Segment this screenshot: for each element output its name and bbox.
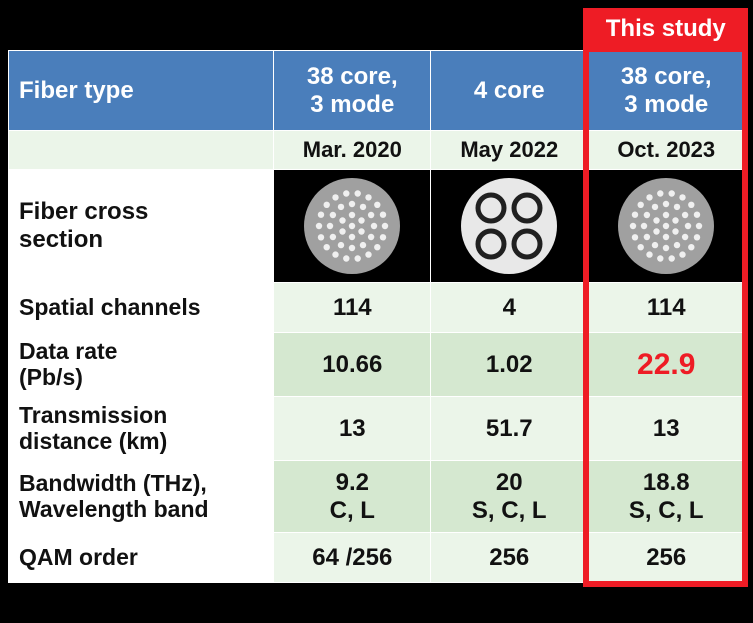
cell-r1-c0: 10.66 [274,333,431,397]
cell-r3-c0: 9.2C, L [274,461,431,533]
row-label-3: Bandwidth (THz),Wavelength band [9,461,274,533]
cell-r2-c0: 13 [274,397,431,461]
date-col-0: Mar. 2020 [274,131,431,170]
cell-r1-c2: 22.9 [588,333,745,397]
row-label-0: Spatial channels [9,283,274,333]
cross-section-col-0 [274,170,431,283]
cell-r4-c2: 256 [588,533,745,583]
row-label-2: Transmissiondistance (km) [9,397,274,461]
row-label-1: Data rate(Pb/s) [9,333,274,397]
comparison-table: Fiber type38 core,3 mode4 core38 core,3 … [8,50,745,583]
cell-r0-c0: 114 [274,283,431,333]
cell-r4-c0: 64 /256 [274,533,431,583]
date-col-1: May 2022 [431,131,588,170]
fiber-4core-icon [457,174,561,278]
header-col-2: 38 core,3 mode [588,51,745,131]
this-study-banner: This study [583,8,748,50]
header-col-1: 4 core [431,51,588,131]
date-row-label [9,131,274,170]
date-col-2: Oct. 2023 [588,131,745,170]
cross-section-label: Fiber crosssection [9,170,274,283]
fiber-38core-icon [300,174,404,278]
cell-r3-c1: 20S, C, L [431,461,588,533]
cell-r0-c2: 114 [588,283,745,333]
cross-section-col-2 [588,170,745,283]
header-col-0: 38 core,3 mode [274,51,431,131]
header-fiber-type: Fiber type [9,51,274,131]
row-label-4: QAM order [9,533,274,583]
this-study-label: This study [606,15,726,43]
cell-r2-c2: 13 [588,397,745,461]
cell-r0-c1: 4 [431,283,588,333]
cell-r1-c1: 1.02 [431,333,588,397]
cross-section-col-1 [431,170,588,283]
cell-r3-c2: 18.8S, C, L [588,461,745,533]
cell-r4-c1: 256 [431,533,588,583]
cell-r2-c1: 51.7 [431,397,588,461]
fiber-38core-icon [614,174,718,278]
